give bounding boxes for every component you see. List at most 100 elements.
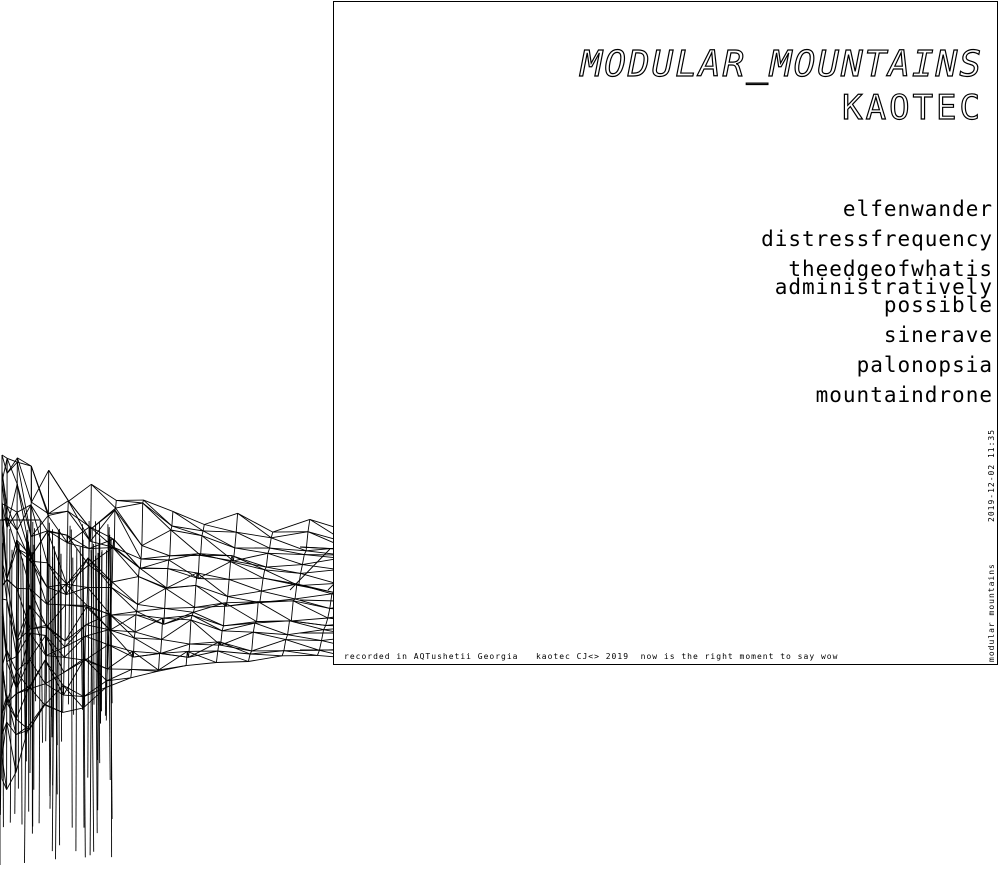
mesh-line (169, 553, 200, 557)
mesh-line (30, 560, 48, 564)
title-block: MODULAR_MOUNTAINS KAOTEC (580, 42, 983, 128)
mesh-line (157, 669, 159, 672)
mesh-line (170, 525, 173, 531)
mesh-line (64, 624, 87, 642)
mesh-line (6, 671, 17, 704)
mesh-line (201, 535, 234, 562)
mesh-line (197, 553, 200, 579)
mesh-line (292, 600, 329, 619)
mesh-line (6, 656, 17, 662)
mesh-line (228, 561, 231, 580)
mesh-line (171, 525, 204, 532)
mesh-line (72, 557, 75, 715)
mesh-line (298, 573, 302, 586)
mesh-line (64, 656, 85, 661)
mesh-line (86, 605, 111, 631)
mesh-line (109, 538, 113, 704)
mesh-line (16, 588, 31, 630)
mesh-line (6, 512, 18, 528)
mesh-line (237, 512, 274, 533)
mesh-line (215, 650, 219, 663)
track-item: distressfrequency (761, 227, 993, 251)
mesh-line (257, 601, 292, 622)
mesh-line (89, 547, 113, 550)
mesh-line (216, 661, 249, 663)
mesh-line (1, 521, 8, 580)
mesh-line (16, 504, 32, 513)
mesh-line (134, 631, 162, 640)
mesh-line (158, 665, 187, 671)
mesh-line (167, 559, 170, 569)
mesh-line (271, 537, 307, 552)
mesh-line (114, 509, 143, 546)
mesh-line (96, 538, 101, 761)
mesh-line (109, 613, 135, 639)
mesh-line (87, 520, 90, 778)
mesh-line (190, 615, 193, 621)
mesh-line (303, 550, 307, 555)
mesh-line (88, 564, 113, 583)
mesh-line (134, 637, 162, 640)
mesh-line (269, 547, 307, 552)
mesh-line (228, 578, 262, 592)
mesh-line (111, 581, 138, 605)
mesh-line (82, 696, 85, 708)
mesh-line (66, 534, 90, 566)
mesh-line (300, 564, 303, 574)
mesh-line (250, 653, 283, 657)
mesh-line (22, 558, 26, 739)
mesh-line (6, 693, 17, 704)
mesh-line (25, 529, 29, 762)
mesh-line (167, 568, 198, 574)
mesh-line (82, 687, 107, 709)
mesh-line (111, 587, 138, 605)
album-cover-frame: MODULAR_MOUNTAINS KAOTEC elfenwander dis… (333, 1, 998, 665)
mesh-line (45, 624, 66, 642)
mesh-line (281, 650, 285, 656)
mesh-line (6, 517, 18, 531)
mesh-line (164, 588, 167, 609)
mesh-line (104, 550, 107, 716)
mesh-line (60, 553, 63, 742)
mesh-line (190, 619, 223, 632)
mesh-line (1, 702, 8, 714)
mesh-line (131, 668, 158, 672)
mesh-line (285, 639, 322, 642)
mesh-line (231, 555, 265, 571)
mesh-line (45, 655, 65, 658)
mesh-line (108, 629, 135, 639)
mesh-line (47, 520, 51, 797)
track-item: theedgeofwhatis administratively possibl… (774, 257, 993, 317)
mesh-line (84, 659, 108, 670)
mesh-line (263, 577, 297, 585)
mesh-line (89, 538, 114, 550)
mesh-line (159, 652, 189, 658)
mesh-line (169, 529, 172, 556)
mesh-line (1, 501, 8, 580)
mesh-line (79, 546, 83, 710)
mesh-line (25, 533, 28, 733)
mesh-line (87, 587, 112, 616)
mesh-line (16, 632, 31, 657)
mesh-line (34, 528, 37, 702)
mesh-line (164, 607, 194, 613)
mesh-line (235, 513, 239, 533)
mesh-line (316, 650, 320, 656)
mesh-line (84, 658, 108, 670)
mesh-line (291, 620, 326, 626)
mesh-line (88, 547, 114, 566)
mesh-line (45, 541, 49, 742)
mesh-line (1, 660, 8, 704)
mesh-line (136, 604, 139, 612)
mesh-line (172, 511, 204, 532)
mesh-line (47, 515, 68, 544)
mesh-line (237, 512, 272, 539)
mesh-line (30, 504, 48, 532)
mesh-line (261, 583, 297, 592)
mesh-line (6, 599, 18, 642)
mesh-line (285, 634, 289, 640)
mesh-line (107, 644, 134, 658)
mesh-line (6, 649, 17, 690)
mesh-line (6, 539, 18, 580)
mesh-line (16, 628, 31, 642)
